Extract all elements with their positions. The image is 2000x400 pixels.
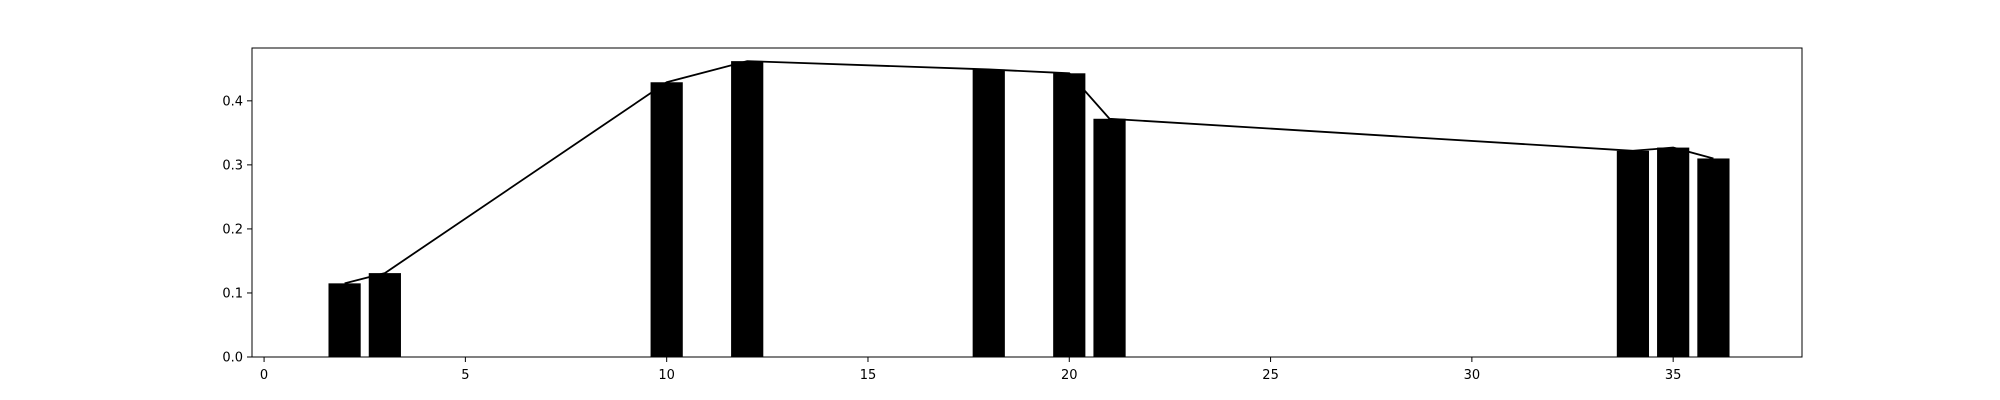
y-tick-label: 0.4 — [222, 94, 243, 109]
bar — [731, 61, 764, 357]
bar — [1053, 73, 1086, 358]
y-tick-label: 0.1 — [222, 286, 243, 301]
x-axis: 0 5 10 15 20 25 30 35 — [260, 357, 1682, 383]
x-tick-label: 25 — [1262, 368, 1279, 383]
bar — [328, 283, 361, 357]
x-tick-label: 5 — [461, 368, 469, 383]
line-layer — [344, 60, 1714, 285]
bar — [972, 69, 1005, 357]
plot-frame — [251, 47, 1803, 358]
x-tick-label: 10 — [658, 368, 675, 383]
x-tick-label: 15 — [860, 368, 877, 383]
y-tick-label: 0.3 — [222, 158, 243, 173]
bar — [650, 82, 683, 357]
bars-layer — [328, 61, 1730, 358]
x-tick-label: 20 — [1061, 368, 1078, 383]
bar — [1093, 118, 1126, 358]
series-line — [344, 60, 1714, 285]
x-tick-label: 30 — [1464, 368, 1481, 383]
y-tick-label: 0.0 — [222, 351, 243, 366]
bar — [1657, 147, 1690, 357]
bar — [368, 273, 401, 357]
x-tick-label: 0 — [260, 368, 268, 383]
y-tick-label: 0.2 — [222, 222, 243, 237]
bar — [1697, 158, 1730, 357]
bar — [1616, 150, 1650, 357]
x-tick-label: 35 — [1665, 368, 1682, 383]
y-axis: 0.0 0.1 0.2 0.3 0.4 — [222, 94, 252, 366]
